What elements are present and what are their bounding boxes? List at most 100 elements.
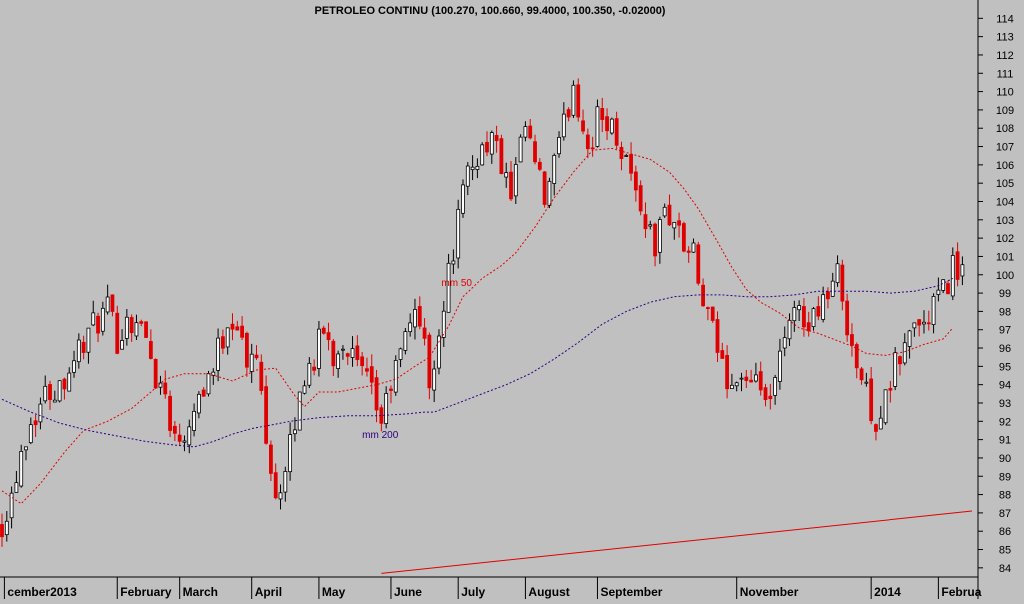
candle-body	[571, 84, 576, 116]
candle-body	[336, 353, 341, 370]
candle-body	[763, 387, 768, 401]
candle-body	[451, 260, 456, 265]
candle-body	[557, 136, 561, 155]
y-tick-label: 100	[996, 270, 1014, 282]
candle-body	[653, 223, 657, 257]
candle-body	[893, 352, 898, 387]
candle-body	[917, 319, 922, 326]
candle-body	[830, 280, 835, 297]
y-tick-label: 96	[999, 343, 1011, 355]
candle-body	[321, 327, 326, 334]
candle-body	[307, 362, 312, 386]
candle-body	[595, 106, 600, 147]
candle-body	[331, 340, 336, 367]
candle-body	[72, 360, 76, 373]
candle-body	[888, 388, 893, 391]
candle-body	[0, 524, 4, 538]
y-tick-label: 89	[999, 471, 1011, 483]
candle-body	[86, 327, 91, 353]
candle-body	[355, 345, 360, 361]
x-tick-label: February	[120, 585, 172, 599]
y-tick-label: 111	[997, 68, 1014, 80]
candle-body	[778, 350, 782, 382]
candle-body	[475, 165, 480, 170]
candle-body	[196, 393, 201, 414]
candle-body	[946, 283, 950, 295]
plot-area	[0, 0, 978, 577]
candle-body	[489, 132, 494, 155]
candle-body	[283, 471, 288, 493]
candle-body	[240, 325, 244, 338]
candle-body	[782, 337, 787, 349]
candle-body	[389, 388, 393, 391]
candle-body	[768, 395, 773, 400]
candle-body	[494, 135, 499, 142]
y-tick-label: 91	[999, 435, 1011, 447]
moving-average-layer	[1, 147, 954, 505]
candle-body	[120, 340, 124, 350]
candle-body	[533, 141, 537, 163]
candle-body	[518, 136, 523, 163]
candle-body	[898, 356, 902, 365]
y-tick-label: 104	[996, 196, 1014, 208]
series-label: mm 50	[441, 278, 472, 289]
candle-body	[840, 264, 845, 302]
candle-body	[206, 373, 211, 395]
candle-body	[350, 348, 355, 358]
candle-body	[14, 482, 19, 493]
candle-body	[926, 322, 931, 325]
trendline	[381, 510, 973, 574]
candle-body	[696, 244, 701, 284]
candle-body	[187, 426, 192, 446]
candle-body	[730, 384, 734, 389]
candle-body	[230, 323, 235, 330]
candle-body	[437, 335, 441, 369]
x-tick-label: November	[740, 585, 799, 599]
y-tick-label: 112	[996, 50, 1014, 62]
x-tick-label: March	[183, 585, 218, 599]
candle-body	[57, 380, 62, 402]
candle-body	[326, 332, 331, 341]
candle-body	[576, 84, 581, 118]
y-tick-label: 84	[999, 563, 1011, 575]
candle-body	[441, 310, 446, 338]
candle-body	[96, 315, 100, 334]
x-tick-label: September	[600, 585, 662, 599]
candle-body	[163, 382, 168, 395]
candlestick-layer	[0, 78, 965, 547]
candle-body	[681, 223, 686, 252]
candle-body	[528, 125, 533, 139]
candle-body	[427, 334, 432, 389]
candle-body	[312, 366, 317, 371]
candle-body	[9, 492, 14, 519]
candle-body	[629, 154, 633, 174]
chart-title: PETROLEO CONTINU (100.270, 100.660, 99.4…	[315, 5, 666, 17]
y-tick-label: 101	[996, 251, 1014, 263]
candle-body	[201, 389, 206, 397]
candle-body	[52, 399, 57, 403]
candle-body	[245, 332, 249, 368]
y-tick-label: 109	[996, 105, 1014, 117]
candle-body	[432, 368, 437, 391]
candle-body	[691, 242, 696, 253]
candle-body	[278, 492, 283, 500]
candle-body	[614, 118, 619, 146]
y-tick-label: 110	[996, 87, 1014, 99]
candle-body	[297, 391, 302, 431]
candle-body	[624, 155, 629, 157]
candle-body	[417, 306, 422, 327]
candle-body	[561, 113, 566, 138]
x-tick-label: July	[461, 585, 485, 599]
candle-body	[605, 116, 609, 132]
candle-body	[922, 321, 926, 325]
candle-body	[864, 381, 869, 384]
candle-body	[609, 118, 614, 134]
candle-body	[220, 336, 225, 349]
candle-body	[902, 342, 907, 364]
candle-body	[792, 307, 797, 322]
candle-body	[293, 429, 297, 435]
candle-body	[393, 359, 398, 393]
candle-body	[4, 520, 9, 536]
candle-body	[806, 322, 811, 332]
